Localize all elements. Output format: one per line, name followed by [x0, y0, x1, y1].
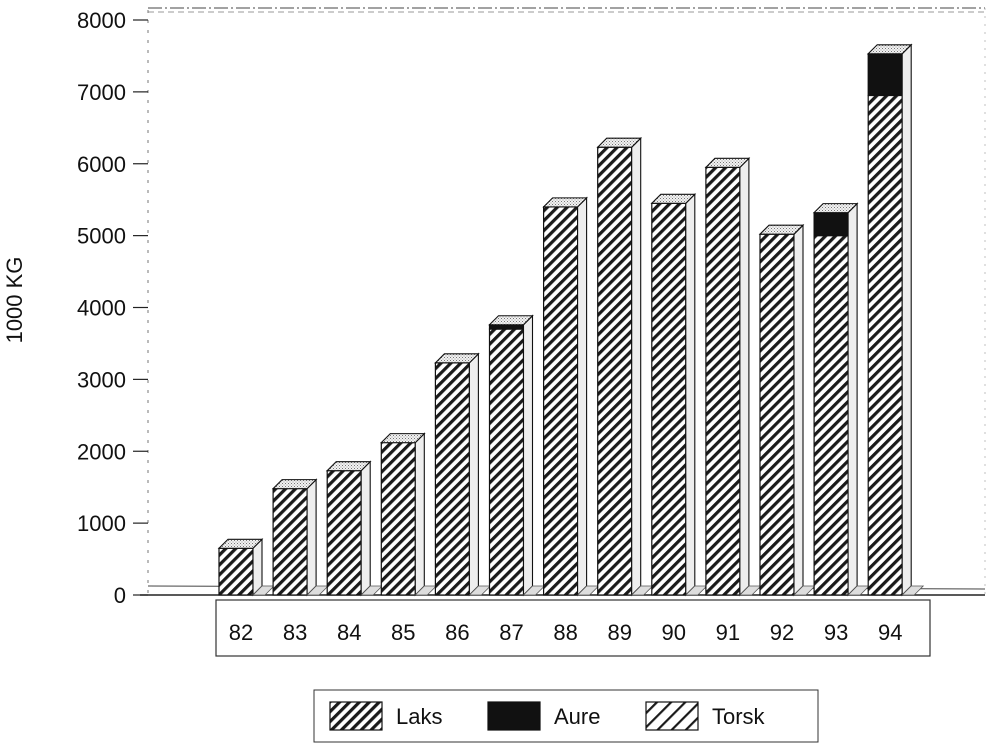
bar-group-84 — [325, 460, 384, 597]
bar-laks-92 — [759, 233, 795, 596]
bar-top-85 — [379, 433, 426, 444]
x-tick-label: 90 — [662, 620, 686, 645]
x-tick-label: 86 — [445, 620, 469, 645]
x-tick-label: 91 — [716, 620, 740, 645]
bar-side-89 — [631, 136, 642, 597]
bar-laks-86 — [434, 362, 470, 596]
x-tick-label: 85 — [391, 620, 415, 645]
bar-group-89 — [596, 136, 654, 597]
bar-group-94 — [866, 43, 925, 597]
bar-top-92 — [758, 224, 805, 235]
bar-group-93 — [812, 202, 871, 597]
bar-aure-93 — [813, 212, 849, 237]
x-tick-label: 94 — [878, 620, 902, 645]
y-axis-ticks: 0 1000 2000 3000 4000 5000 6000 7000 8000 — [77, 8, 148, 608]
legend-box — [313, 689, 819, 743]
y-axis-label: 1000 KG — [2, 257, 27, 344]
bar-side-90 — [685, 192, 696, 597]
bar-side-87 — [522, 314, 534, 597]
bar-side-94 — [901, 43, 912, 597]
bar-side-86 — [468, 352, 479, 597]
bar-group-90 — [650, 192, 708, 597]
bar-top-88 — [542, 197, 588, 208]
x-tick-label: 89 — [607, 620, 631, 645]
x-tick-label: 83 — [283, 620, 307, 645]
bar-top-87 — [488, 315, 534, 326]
bar-floor-94 — [901, 585, 925, 596]
bar-side-83 — [306, 478, 317, 597]
bar-top-94 — [866, 44, 913, 55]
x-tick-label: 84 — [337, 620, 361, 645]
bar-laks-82 — [218, 547, 254, 596]
bar-top-90 — [650, 193, 697, 204]
y-tick-label: 5000 — [77, 224, 126, 249]
bar-group-88 — [542, 196, 600, 597]
bars — [217, 43, 925, 597]
legend-label-torsk: Torsk — [712, 704, 766, 729]
bar-top-86 — [434, 353, 480, 364]
bar-aure-87 — [488, 324, 525, 330]
bar-side-92 — [793, 223, 804, 597]
bar-top-83 — [271, 479, 318, 490]
bar-group-86 — [434, 352, 492, 597]
bar-top-82 — [217, 538, 264, 549]
bar-group-82 — [217, 537, 275, 597]
bar-group-83 — [271, 478, 330, 597]
x-tick-label: 88 — [553, 620, 577, 645]
legend-label-laks: Laks — [396, 704, 442, 729]
y-tick-label: 0 — [114, 583, 126, 608]
y-tick-label: 3000 — [77, 367, 126, 392]
bar-top-93 — [812, 203, 859, 214]
x-tick-label: 93 — [824, 620, 848, 645]
category-label-box — [215, 599, 931, 657]
bar-side-93 — [847, 202, 858, 597]
bar-laks-83 — [272, 488, 308, 596]
bar-group-85 — [379, 432, 438, 597]
bar-laks-90 — [651, 202, 687, 596]
bar-group-91 — [704, 157, 762, 597]
bar-side-88 — [577, 196, 588, 597]
y-tick-label: 4000 — [77, 296, 126, 321]
y-tick-label: 2000 — [77, 439, 126, 464]
legend-swatch-torsk — [645, 701, 699, 731]
legend: Laks Aure Torsk — [313, 689, 819, 743]
bar-side-91 — [739, 157, 750, 597]
legend-swatch-laks — [329, 701, 383, 731]
category-labels: 82 83 84 85 86 87 88 89 90 91 92 93 94 — [229, 620, 903, 645]
y-tick-label: 6000 — [77, 152, 126, 177]
bar-laks-88 — [542, 206, 579, 596]
bar-laks-91 — [705, 166, 741, 596]
y-tick-label: 7000 — [77, 80, 126, 105]
y-tick-label: 8000 — [77, 8, 126, 33]
bar-laks-84 — [326, 470, 362, 596]
y-tick-label: 1000 — [77, 511, 126, 536]
bar-laks-85 — [380, 442, 416, 596]
bar-laks-87 — [488, 328, 525, 596]
bar-aure-94 — [867, 53, 903, 97]
x-tick-label: 82 — [229, 620, 253, 645]
bar-top-91 — [704, 157, 751, 168]
bar-side-85 — [414, 432, 425, 597]
bar-laks-89 — [597, 146, 633, 596]
bar-laks-94 — [867, 94, 903, 596]
legend-swatch-aure — [487, 701, 541, 731]
x-tick-label: 92 — [770, 620, 794, 645]
bar-group-87 — [488, 314, 546, 597]
bar-laks-93 — [813, 235, 849, 596]
bar-side-84 — [360, 460, 371, 597]
bar-top-84 — [325, 461, 372, 472]
x-tick-label: 87 — [499, 620, 523, 645]
bar-top-89 — [596, 137, 643, 148]
bar-group-92 — [758, 223, 816, 597]
legend-label-aure: Aure — [554, 704, 600, 729]
